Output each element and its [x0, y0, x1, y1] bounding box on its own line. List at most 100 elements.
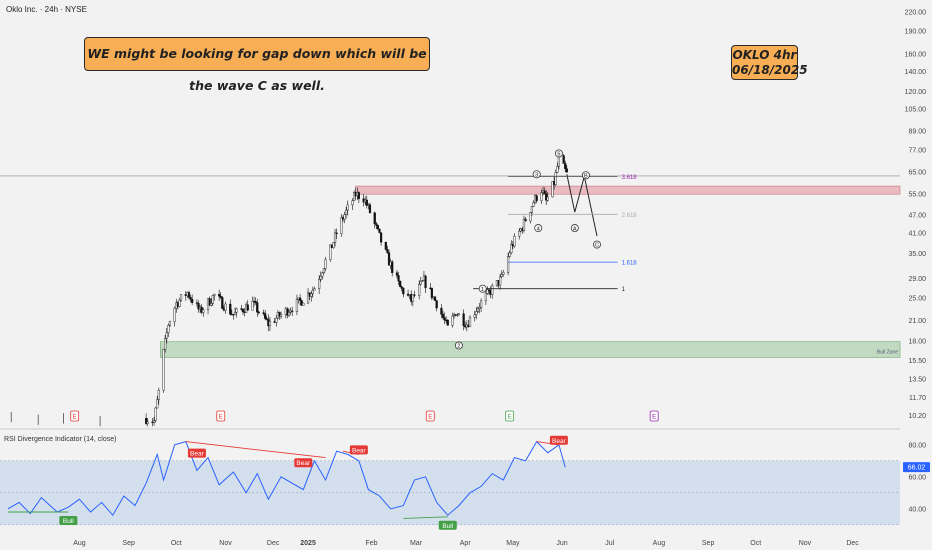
candle-body	[443, 317, 446, 321]
candle-body	[475, 311, 478, 315]
candle-body	[262, 312, 265, 314]
wave-label-2: 2	[457, 344, 460, 350]
divergence-tag-label: Bear	[190, 451, 205, 458]
candle-body	[424, 275, 427, 289]
divergence-tag-label: Bear	[352, 447, 367, 454]
candle-body	[441, 314, 445, 318]
candle-body	[251, 301, 254, 311]
candle-body	[491, 285, 494, 295]
candle-body	[302, 302, 305, 306]
candle-body	[446, 319, 449, 326]
earnings-marker	[70, 410, 80, 422]
candle-body	[335, 232, 338, 235]
time-tick-label: Sep	[122, 540, 135, 547]
wave-label-c: C	[595, 243, 599, 249]
annotation-note-ticker: OKLO 4hr 06/18/2025	[731, 45, 808, 80]
price-tick-label: 140.00	[905, 69, 927, 76]
candle-body	[411, 294, 414, 302]
price-tick-label: 10.20	[908, 413, 926, 420]
earnings-marker-label: E	[508, 415, 512, 421]
price-tick-label: 160.00	[905, 51, 927, 58]
time-tick-label: Oct	[750, 540, 761, 547]
candle-body	[329, 244, 332, 260]
price-tick-label: 25.00	[908, 295, 926, 302]
candle-body	[210, 303, 213, 306]
candle-body	[391, 261, 394, 273]
candle-body	[219, 295, 222, 298]
candle-body	[546, 196, 549, 201]
candle-body	[257, 311, 260, 314]
bull-divergence-tag	[438, 520, 457, 530]
candle-body	[346, 204, 349, 211]
candle-body	[387, 252, 391, 266]
earnings-marker	[216, 410, 226, 422]
candle-body	[168, 321, 172, 326]
time-tick-label: 2025	[300, 540, 316, 547]
rsi-last-value-label: 66.02	[908, 465, 926, 472]
candle-body	[173, 307, 176, 322]
candle-body	[378, 228, 381, 233]
bull-zone-label: Bull Zone	[877, 349, 898, 355]
earnings-marker	[649, 410, 659, 422]
chart-header: Oklo Inc. · 24h · NYSE	[6, 5, 87, 14]
candle-body	[357, 192, 360, 199]
candle-body	[156, 399, 159, 409]
fib-level-label: 1.618	[622, 261, 638, 267]
candle-body	[368, 204, 372, 213]
candle-body	[321, 272, 324, 277]
candle-body	[451, 315, 454, 326]
candle-body	[213, 294, 216, 296]
price-tick-label: 35.00	[908, 251, 926, 258]
candle-body	[551, 181, 554, 198]
candle-body	[254, 301, 257, 303]
divergence-tag-label: Bull	[63, 518, 74, 525]
candle-body	[233, 312, 237, 315]
axes-layer: 220.00190.00160.00140.00120.00105.0089.0…	[73, 9, 930, 547]
wave-label-circle	[554, 149, 563, 158]
wave-label-4: 4	[537, 226, 540, 232]
overlay-layer: 1 1.618 2.618 3.618 1 2 3 4 5 A B C E E E E E	[70, 149, 659, 422]
fib-level-label: 3.618	[622, 175, 638, 181]
earnings-marker-label: E	[428, 415, 432, 421]
wave-label-circle	[581, 171, 590, 180]
candle-body	[299, 297, 302, 301]
candle-body	[524, 218, 527, 222]
candle-body	[457, 313, 460, 316]
candle-body	[146, 421, 149, 424]
candle-body	[295, 299, 299, 312]
wave-label-circle	[532, 170, 541, 179]
candle-body	[376, 225, 380, 230]
rsi-panel: RSI Divergence Indicator (14, close) Bear…	[0, 428, 900, 530]
candle-body	[306, 292, 310, 304]
candle-body	[554, 172, 557, 185]
candle-body	[480, 300, 483, 308]
bear-divergence-tag	[294, 458, 313, 468]
candle-body	[145, 418, 148, 424]
candle-body	[468, 317, 472, 327]
candle-body	[386, 249, 389, 253]
time-tick-label: May	[506, 540, 520, 547]
time-tick-label: Nov	[799, 540, 812, 547]
candle-body	[291, 310, 294, 312]
candle-body	[513, 235, 516, 247]
candle-body	[179, 294, 183, 301]
earnings-marker-label: E	[219, 415, 223, 421]
price-tick-label: 55.00	[908, 192, 926, 199]
candle-body	[310, 293, 313, 297]
candle-body	[530, 206, 534, 213]
rsi-last-value-badge	[903, 462, 930, 473]
candle-body	[318, 279, 321, 289]
divergence-tag-label: Bull	[442, 523, 453, 530]
candle-body	[486, 289, 489, 294]
price-tick-label: 41.00	[908, 230, 926, 237]
divergence-tag-label: Bear	[552, 438, 567, 445]
candle-body	[440, 307, 443, 315]
candle-body	[286, 308, 289, 316]
candle-body	[565, 168, 568, 173]
candle-body	[433, 296, 437, 301]
bear-divergence-tag	[549, 435, 568, 445]
price-tick-label: 190.00	[905, 29, 927, 36]
candle-body	[218, 294, 221, 297]
candle-body	[324, 259, 327, 269]
candle-body	[506, 256, 510, 273]
